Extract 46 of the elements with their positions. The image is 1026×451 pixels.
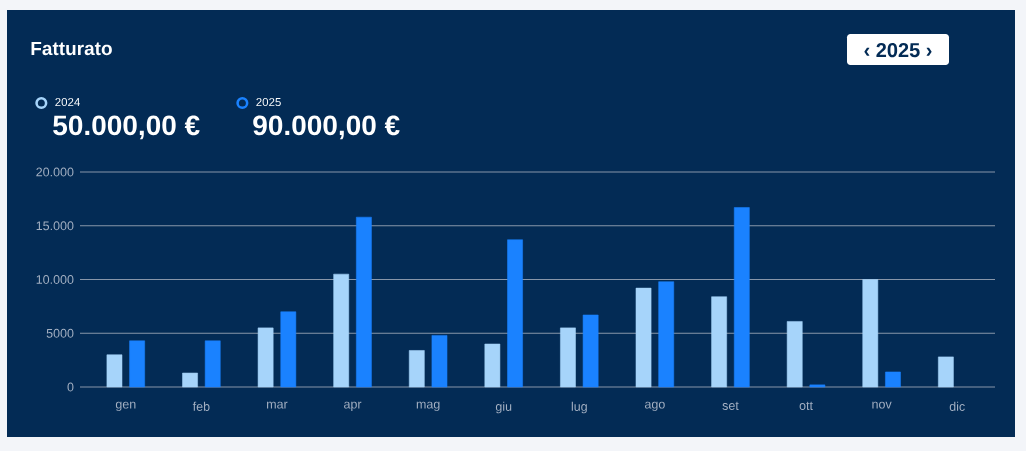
x-tick-label: gen [115,401,136,412]
chart-title: Fatturato [31,41,112,56]
legend-label: 2024 [55,97,80,107]
y-tick-label: 0 [67,382,74,392]
bar [733,207,750,388]
bar [507,239,523,388]
y-tick-label: 20.000 [36,167,74,177]
x-tick-label: ott [799,401,813,410]
bar [356,216,372,388]
bar [938,356,954,388]
x-tick-label: nov [872,401,892,409]
x-tick-label: ago [644,401,665,412]
bar [333,273,350,388]
x-tick-label: apr [344,401,362,412]
x-tick-label: lug [571,401,587,414]
x-tick-label: giu [495,401,512,414]
legend-label: 2025 [256,97,281,107]
bar [484,343,501,388]
text: 50.000,00 € [53,115,200,140]
text: ‹ 2025 › [864,43,932,58]
x-tick-label: mag [416,401,440,412]
bar [257,327,274,388]
bar [106,354,123,388]
bar [204,340,221,388]
y-tick-label: 10.000 [36,275,74,284]
bar [862,279,879,388]
bar [280,311,297,388]
bar [560,327,576,388]
text: 90.000,00 € [253,115,400,140]
bar [885,371,901,388]
bar [408,350,425,388]
x-tick-label: dic [949,401,965,411]
bar [431,335,448,388]
bar [786,321,803,388]
bar [582,314,599,388]
bar [658,281,675,388]
bar [809,384,826,388]
x-tick-label: feb [192,401,210,411]
x-tick-label: set [722,401,739,410]
bar [635,287,652,388]
y-tick-label: 15.000 [36,221,74,231]
bar [129,340,145,388]
bar [182,372,198,388]
x-tick-label: mar [267,401,288,409]
bar [711,296,727,388]
y-tick-label: 5000 [46,328,74,338]
